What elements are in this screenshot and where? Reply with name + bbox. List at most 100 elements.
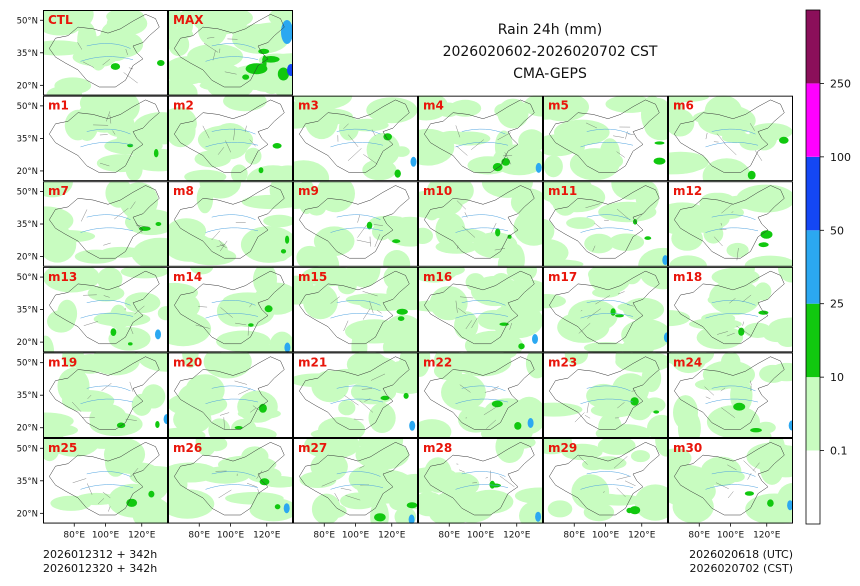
- rain-area-light: [668, 310, 691, 327]
- province-border: [362, 291, 378, 297]
- province-border: [586, 402, 589, 414]
- rain-area-light: [564, 352, 589, 365]
- province-border: [632, 210, 646, 224]
- panel-label: m7: [48, 184, 69, 198]
- river: [580, 142, 634, 148]
- province-border: [455, 300, 458, 313]
- panel-frame: [168, 352, 293, 438]
- panel-m26: m26: [168, 438, 293, 524]
- rain-area-light: [736, 184, 793, 213]
- rain-area-light: [187, 43, 243, 69]
- rain-area-light: [355, 440, 410, 470]
- lon-tick-label: 80°E: [313, 531, 335, 541]
- rain-area-moderate: [644, 236, 652, 240]
- province-border: [373, 224, 383, 226]
- province-border: [459, 296, 474, 299]
- river: [711, 300, 756, 306]
- panel-frame: [293, 352, 418, 438]
- river: [705, 227, 759, 233]
- country-border: [674, 185, 785, 259]
- panel-m20: m20: [168, 352, 293, 438]
- country-border: [299, 270, 410, 345]
- rain-area-light: [702, 158, 751, 182]
- panel-m5: m5: [543, 95, 668, 182]
- river: [711, 214, 756, 220]
- rain-area-light: [43, 266, 100, 293]
- country-border: [49, 270, 160, 345]
- rain-area-moderate: [747, 170, 756, 180]
- rain-area-moderate: [733, 402, 746, 411]
- province-border: [755, 150, 763, 161]
- rain-area-light: [338, 400, 356, 416]
- province-border: [330, 296, 340, 304]
- rain-area-light: [203, 352, 252, 379]
- rain-area-light: [773, 459, 793, 472]
- river: [211, 300, 256, 306]
- rain-area-light: [655, 438, 668, 457]
- panel-m29: m29: [543, 438, 668, 524]
- panel-m15: m15: [293, 266, 418, 353]
- lat-tick-label: 35°N: [17, 391, 38, 401]
- rain-area-light: [546, 95, 571, 117]
- panel-frame: [418, 438, 543, 524]
- init-utc-label: 2026012312 + 342h: [43, 548, 158, 561]
- province-border: [720, 387, 726, 392]
- province-border: [578, 323, 591, 334]
- province-border: [584, 415, 591, 419]
- rain-area-light: [222, 292, 274, 310]
- rain-area-moderate: [654, 141, 665, 145]
- panel-m4: m4: [418, 95, 543, 182]
- rain-area-light: [389, 496, 410, 511]
- colorbar-segment: [806, 450, 820, 524]
- province-border: [486, 419, 497, 429]
- rain-area-light: [124, 292, 161, 314]
- province-border: [374, 234, 380, 247]
- panel-label: CTL: [48, 13, 73, 27]
- panel-frame: [168, 95, 293, 182]
- river: [336, 128, 381, 135]
- country-border: [299, 442, 410, 516]
- province-border: [103, 295, 110, 298]
- rain-area-light: [543, 134, 580, 157]
- province-border: [359, 465, 365, 469]
- rain-area-light: [120, 266, 168, 279]
- rain-area-light: [506, 266, 537, 282]
- rain-area-light: [446, 131, 491, 146]
- province-border: [457, 245, 459, 249]
- province-border: [125, 49, 128, 56]
- rain-area-moderate: [767, 499, 774, 507]
- lat-tick-label: 35°N: [17, 220, 38, 230]
- panel-m28: m28: [418, 438, 543, 524]
- panel-label: m2: [173, 99, 194, 113]
- province-border: [613, 456, 628, 469]
- panel-label: m23: [548, 355, 577, 369]
- river: [461, 128, 506, 135]
- rain-area-light: [168, 114, 196, 148]
- province-border: [585, 203, 601, 208]
- province-border: [357, 225, 367, 238]
- rain-area-moderate: [148, 490, 155, 498]
- rain-area-light: [777, 266, 793, 283]
- rain-area-light: [768, 317, 793, 338]
- province-border: [580, 310, 583, 312]
- province-border: [216, 244, 225, 248]
- panel-m3: m3: [293, 95, 418, 182]
- province-border: [123, 72, 138, 84]
- rain-area-light: [43, 225, 77, 263]
- panel-label: m1: [48, 99, 69, 113]
- rain-area-moderate: [394, 169, 401, 178]
- rain-area-light: [608, 233, 645, 251]
- lon-tick-label: 80°E: [563, 531, 585, 541]
- panel-frame: [293, 266, 418, 353]
- rain-area-light: [253, 266, 277, 296]
- valid-utc-label: 2026020618 (UTC): [689, 548, 793, 561]
- province-border: [72, 478, 87, 483]
- rain-area-moderate: [258, 403, 267, 413]
- rain-area-light: [157, 306, 168, 321]
- province-border: [494, 248, 506, 251]
- panel-frame: [168, 266, 293, 353]
- province-border: [377, 310, 382, 314]
- rain-area-light: [543, 294, 566, 309]
- rain-area-moderate: [128, 342, 133, 346]
- panel-label: m3: [298, 99, 319, 113]
